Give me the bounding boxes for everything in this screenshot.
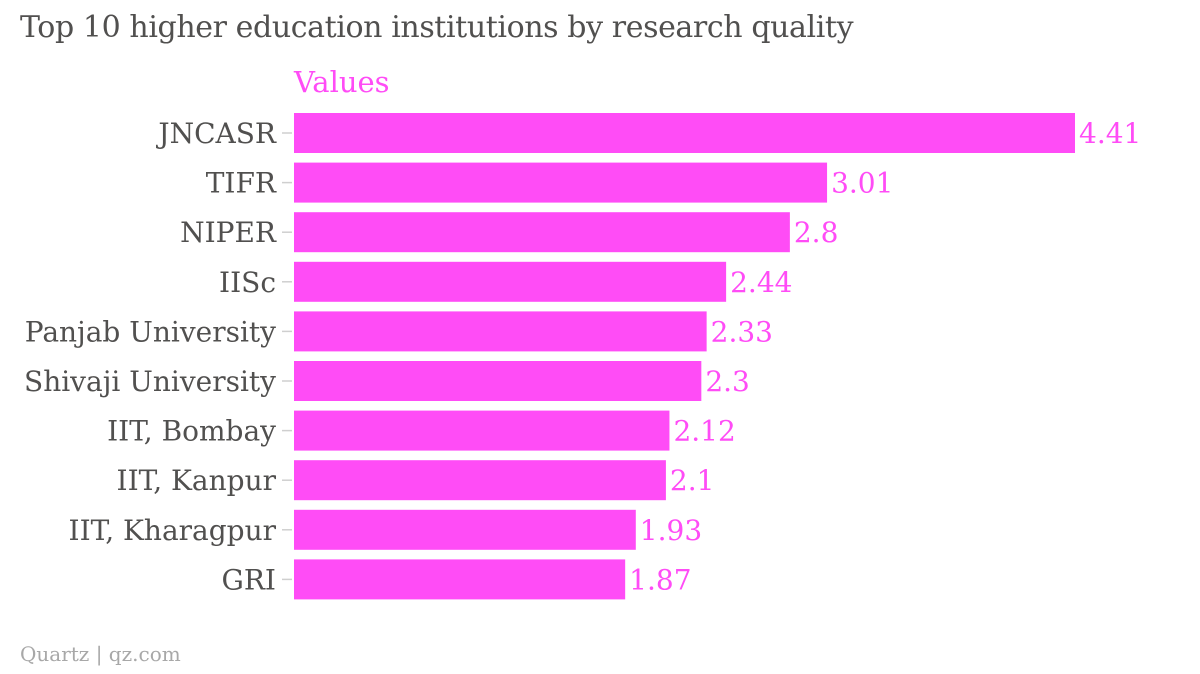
category-label: GRI — [221, 563, 276, 596]
y-axis-ticks — [282, 132, 292, 581]
value-label: 3.01 — [831, 167, 893, 200]
bar — [294, 162, 828, 203]
category-label: Panjab University — [25, 315, 276, 348]
category-label: IISc — [219, 266, 276, 299]
value-labels: 4.41 3.01 2.82.44 2.33 2.3 2.12 2.1 1.93 1.87 — [629, 117, 1141, 596]
bar — [294, 460, 666, 501]
category-label: TIFR — [206, 167, 277, 200]
value-label: 2.8 — [794, 216, 839, 249]
value-label: 2.3 — [705, 365, 750, 398]
category-label: IIT, Bombay — [107, 415, 276, 448]
bar — [294, 212, 790, 253]
bar — [294, 559, 626, 600]
bars — [294, 113, 1075, 600]
bar — [294, 261, 727, 302]
bar — [294, 113, 1075, 153]
value-label: 2.33 — [711, 315, 773, 348]
value-label: 4.41 — [1079, 117, 1141, 150]
value-label: 1.87 — [629, 563, 691, 596]
category-label: NIPER — [180, 216, 277, 249]
category-label: IIT, Kanpur — [117, 464, 277, 497]
value-label: 2.12 — [673, 415, 735, 448]
bar — [294, 509, 636, 550]
legend-label-values: Values — [293, 65, 390, 99]
footer-source: Quartz | qz.com — [20, 642, 181, 666]
category-label: JNCASR — [155, 117, 277, 150]
chart-title: Top 10 higher education institutions by … — [20, 10, 854, 45]
value-label: 1.93 — [640, 514, 702, 547]
category-label: IIT, Kharagpur — [69, 514, 277, 547]
value-label: 2.44 — [730, 266, 792, 299]
bar — [294, 311, 707, 352]
legend: Values — [293, 65, 390, 99]
bar — [294, 410, 670, 451]
category-labels: JNCASR TIFR NIPER IISc Panjab University Shiv… — [24, 117, 277, 596]
value-label: 2.1 — [670, 464, 715, 497]
category-label: Shivaji University — [24, 365, 276, 398]
bar — [294, 361, 702, 401]
